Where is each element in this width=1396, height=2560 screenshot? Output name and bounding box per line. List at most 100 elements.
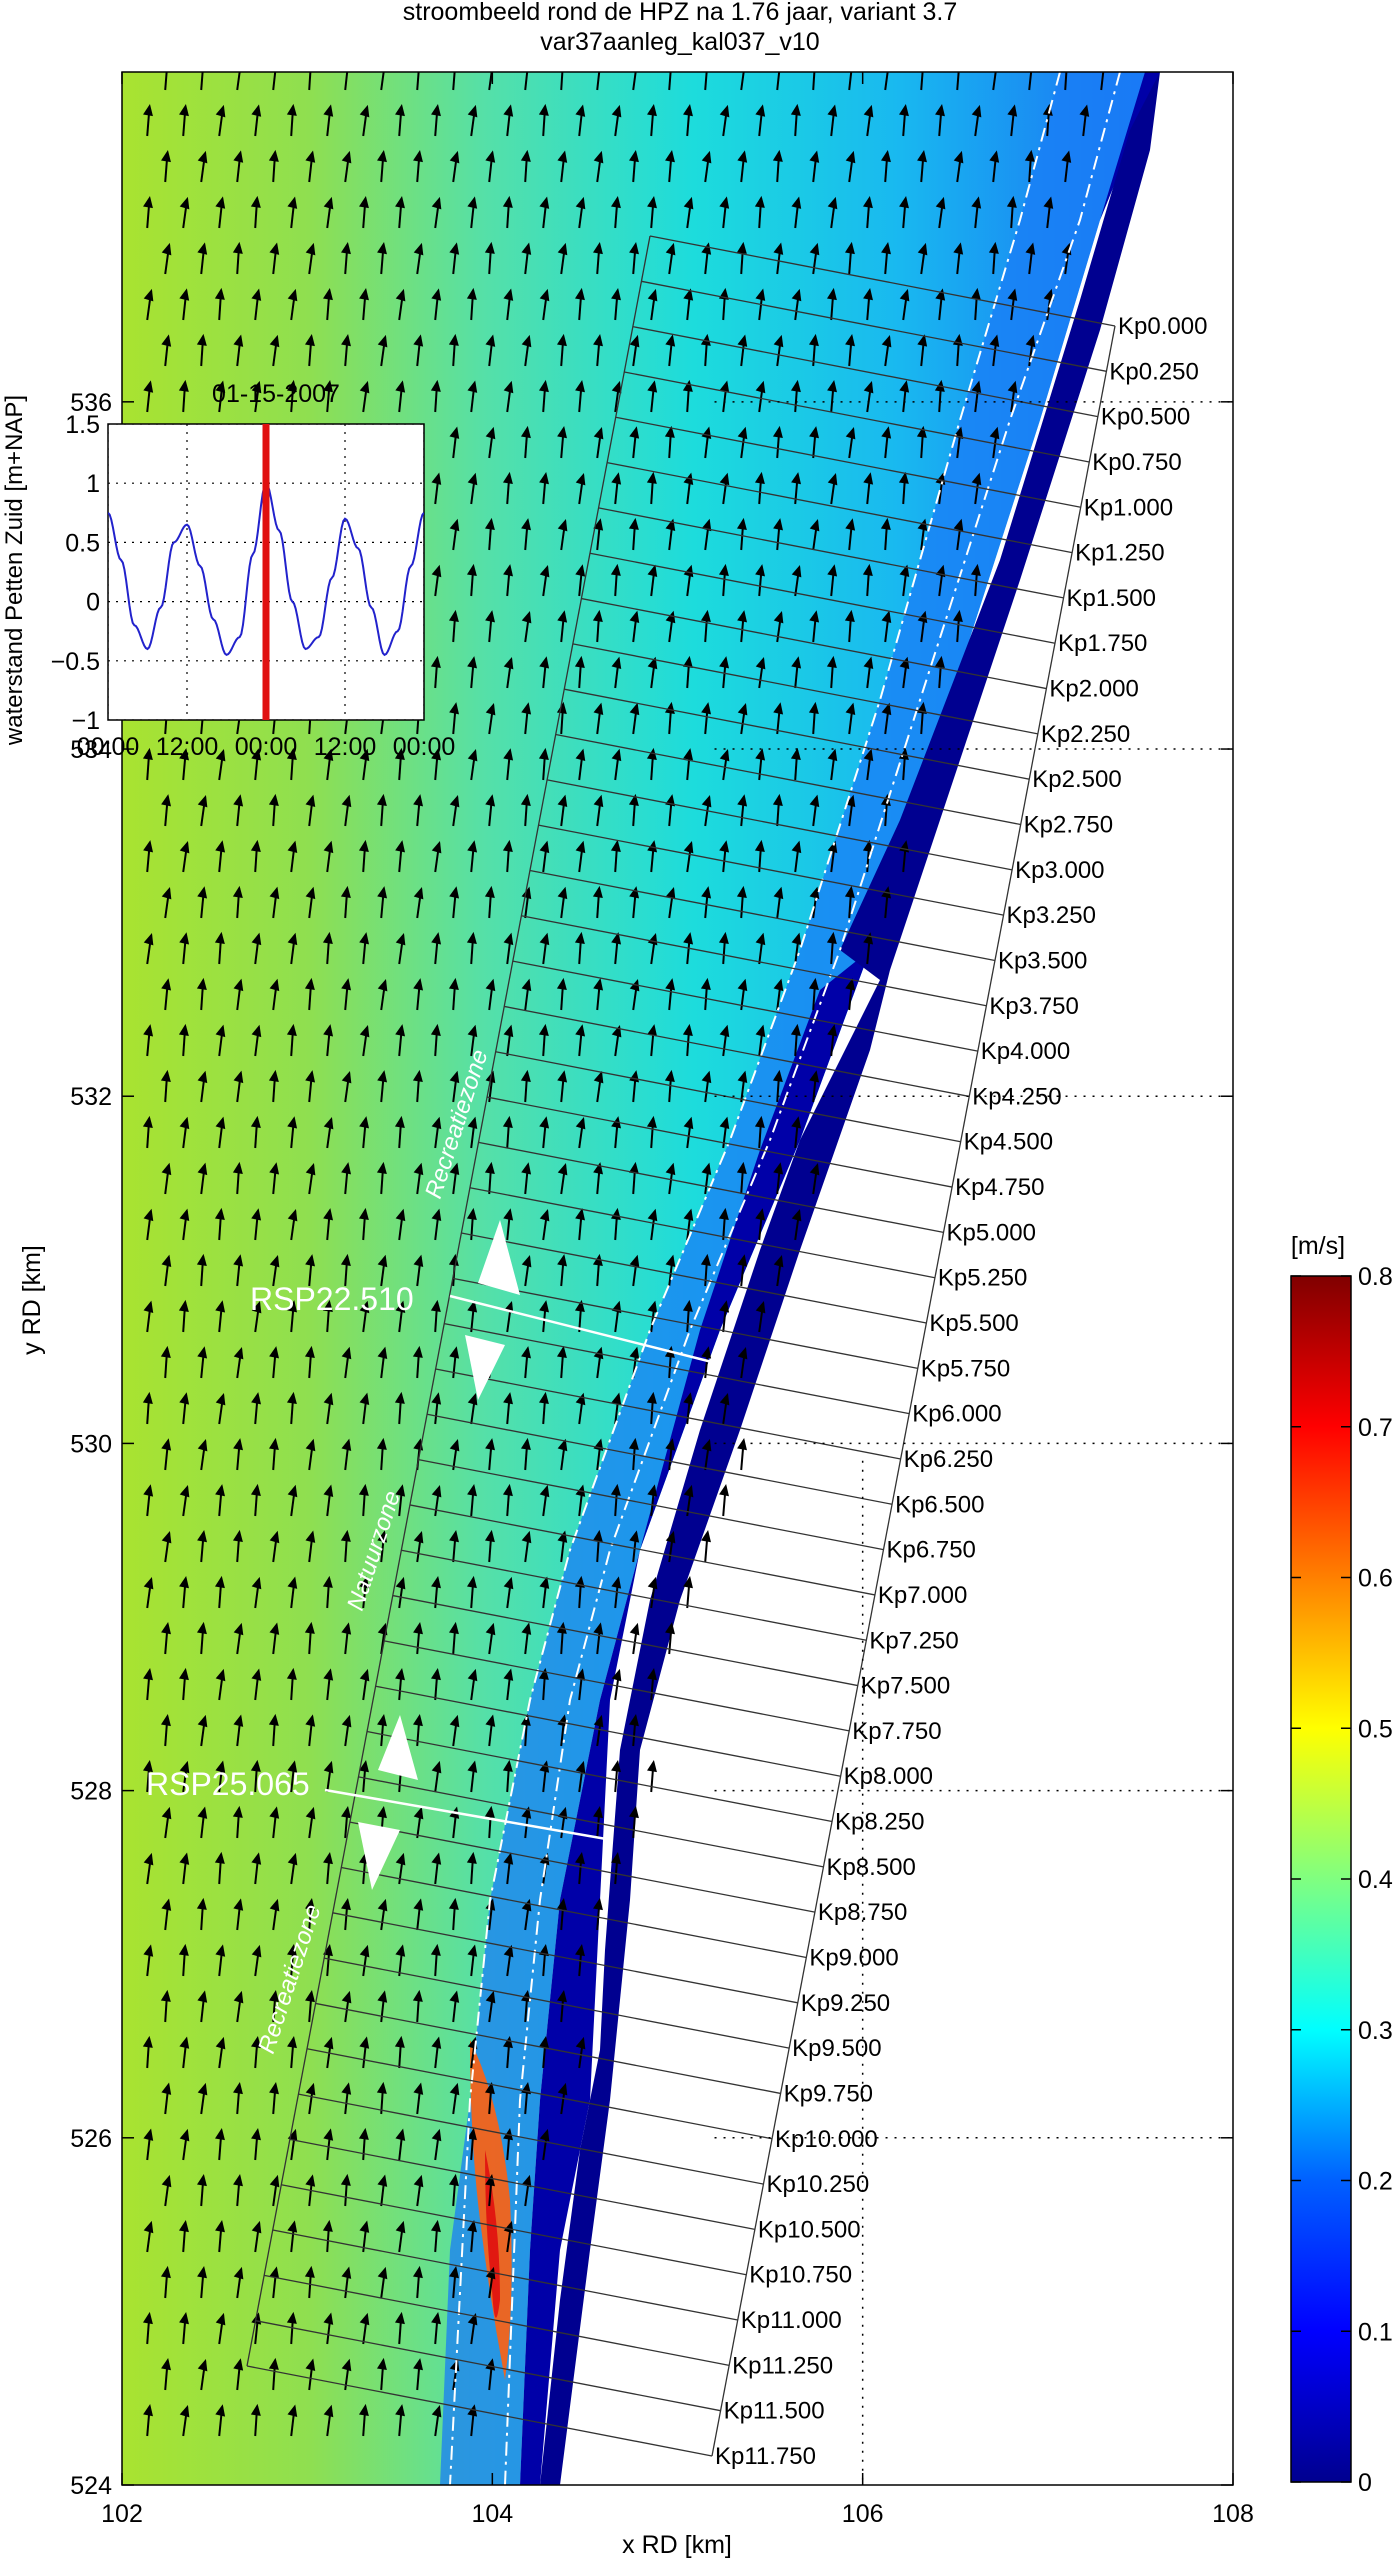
velocity-arrow-head (755, 748, 766, 761)
velocity-arrow-head (754, 1115, 765, 1128)
velocity-arrow-head (215, 1484, 225, 1497)
x-tick-label: 106 (842, 2500, 884, 2528)
velocity-arrow-head (521, 242, 532, 255)
velocity-arrow-head (323, 380, 333, 393)
velocity-arrow-head (376, 2357, 387, 2371)
velocity-arrow-head (683, 1208, 694, 1222)
transect-line (392, 1594, 858, 1687)
velocity-arrow-head (556, 1345, 567, 1359)
velocity-arrow-head (467, 1024, 478, 1038)
transect-line (521, 915, 987, 1007)
velocity-arrow-head (179, 196, 190, 210)
velocity-arrow-head (754, 471, 765, 485)
velocity-arrow-head (521, 610, 532, 624)
velocity-arrow-head (377, 1714, 387, 1727)
velocity-arrow-head (502, 1759, 513, 1772)
velocity-arrow-head (269, 886, 280, 900)
velocity-arrow-head (197, 1714, 208, 1728)
transect-label: Kp8.000 (844, 1763, 933, 1790)
velocity-arrow-head (772, 425, 783, 439)
transect-line (529, 869, 996, 962)
velocity-arrow-head (665, 1530, 676, 1544)
velocity-arrow-head (251, 380, 262, 394)
velocity-arrow-head (448, 1621, 459, 1635)
velocity-arrow-head (611, 472, 622, 485)
velocity-arrow-head (575, 1024, 586, 1037)
velocity-arrow-head (520, 1713, 531, 1726)
velocity-arrow-head (539, 1300, 550, 1313)
transect-label: Kp11.750 (715, 2443, 816, 2470)
velocity-arrow-head (431, 1208, 442, 1222)
velocity-arrow-head (647, 288, 658, 302)
velocity-arrow-head (485, 610, 496, 623)
velocity-arrow-head (431, 932, 442, 945)
velocity-arrow-head (485, 426, 496, 440)
velocity-arrow-head (719, 1116, 730, 1130)
velocity-arrow-head (827, 472, 838, 486)
velocity-arrow-head (953, 518, 964, 532)
velocity-arrow-head (502, 1115, 513, 1128)
velocity-arrow-head (197, 2266, 207, 2279)
velocity-arrow-head (233, 978, 244, 992)
velocity-arrow-head (484, 241, 495, 254)
velocity-arrow-head (484, 1805, 495, 1818)
velocity-arrow-head (359, 288, 369, 301)
velocity-arrow-head (431, 1852, 442, 1865)
velocity-arrow-head (557, 426, 567, 439)
velocity-arrow-head (683, 1116, 694, 1130)
transect-line (461, 1232, 927, 1324)
inset-x-tick-label: 00:00 (77, 733, 140, 761)
velocity-arrow-head (844, 241, 855, 255)
velocity-arrow-head (305, 1530, 316, 1543)
velocity-arrow-head (485, 150, 496, 163)
velocity-arrow-head (323, 1484, 334, 1497)
velocity-arrow-head (665, 1438, 676, 1451)
velocity-arrow-head (863, 380, 874, 394)
velocity-arrow-head (592, 241, 603, 255)
velocity-arrow-head (773, 1254, 784, 1268)
velocity-arrow-head (430, 1943, 441, 1956)
transect-label: Kp11.250 (732, 2352, 833, 2379)
velocity-arrow-head (629, 334, 640, 348)
velocity-arrow-head (557, 2082, 568, 2096)
velocity-arrow-head (503, 1392, 513, 1405)
velocity-arrow-head (773, 518, 784, 531)
velocity-arrow-head (665, 150, 675, 163)
transect-line (607, 461, 1073, 554)
transect-line (469, 1187, 936, 1279)
velocity-arrow-head (520, 425, 531, 439)
velocity-arrow-head (395, 288, 406, 302)
velocity-arrow-head (935, 196, 946, 210)
velocity-arrow (560, 72, 564, 91)
velocity-arrow-head (737, 610, 748, 623)
transect-boundary (246, 235, 651, 2367)
velocity-arrow-head (466, 563, 477, 577)
velocity-arrow-head (593, 518, 604, 531)
velocity-arrow-head (701, 1530, 711, 1543)
velocity-arrow-head (737, 150, 748, 163)
velocity-arrow-head (700, 977, 711, 990)
velocity-arrow-head (611, 656, 622, 670)
transect-line (504, 1005, 970, 1098)
velocity-arrow-head (323, 1116, 334, 1130)
transect-line (486, 1096, 953, 1188)
velocity-arrow-head (557, 1897, 567, 1911)
velocity-arrow-head (827, 380, 837, 393)
transect-label: Kp2.750 (1024, 812, 1113, 839)
transect-line (572, 643, 1038, 735)
velocity-arrow (164, 72, 168, 91)
velocity-arrow-head (359, 748, 370, 762)
velocity-arrow-head (395, 932, 406, 946)
velocity-arrow-head (286, 1391, 297, 1405)
transect-line (538, 824, 1004, 916)
transect-line (349, 1821, 816, 1913)
velocity-arrow-head (955, 60, 962, 68)
velocity-arrow-head (773, 886, 784, 900)
transect-line (409, 1504, 876, 1596)
velocity-arrow-head (592, 885, 603, 898)
velocity-arrow-head (467, 1392, 478, 1406)
velocity-arrow-head (467, 104, 478, 118)
velocity-arrow-head (197, 1530, 207, 1543)
velocity-arrow-head (449, 426, 460, 439)
velocity-arrow-head (142, 2035, 153, 2048)
